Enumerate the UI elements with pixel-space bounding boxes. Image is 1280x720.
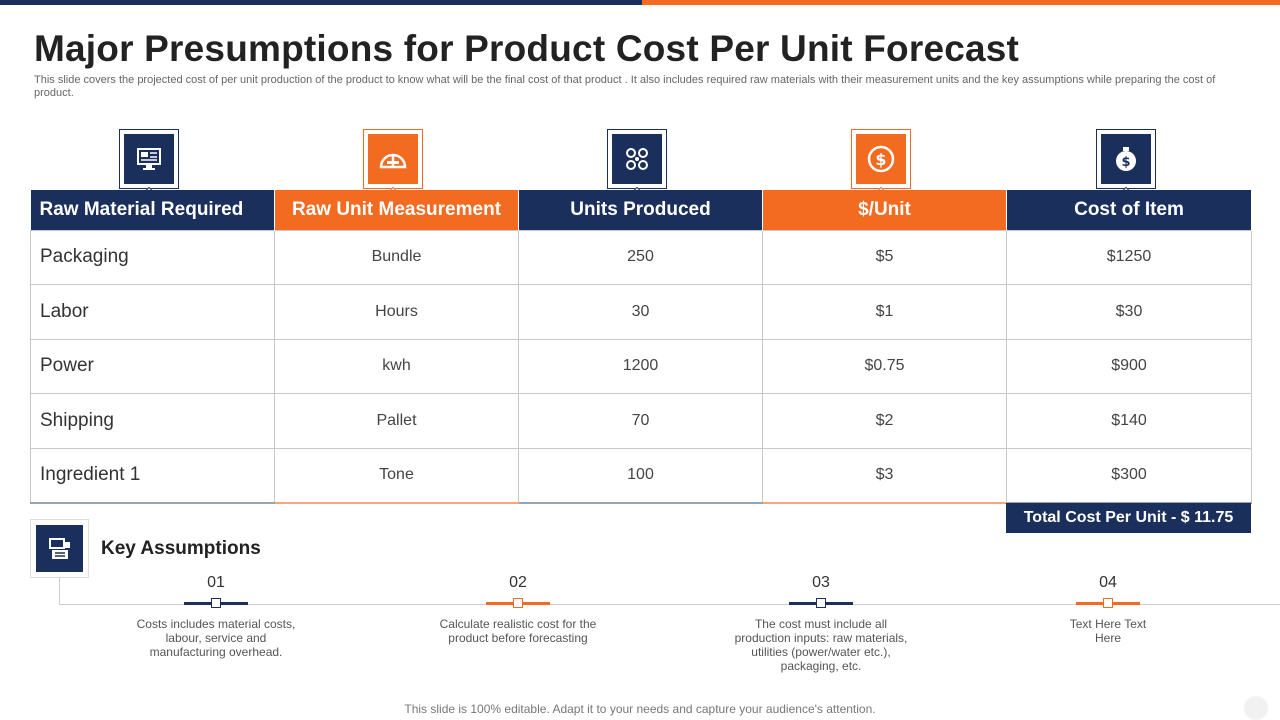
register-icon (48, 537, 70, 559)
cell-cost: $300 (1006, 447, 1252, 504)
cell-material: Shipping (30, 393, 275, 449)
assumption-step: 03 The cost must include all production … (711, 574, 931, 673)
network-icon-box (607, 129, 667, 196)
money-bag-icon: $ (1116, 147, 1136, 171)
step-description: Costs includes material costs, labour, s… (136, 617, 296, 659)
total-cost-label: Total Cost Per Unit - $ 11.75 (1006, 503, 1251, 533)
table-row: Shipping Pallet 70 $2 $140 (30, 393, 1252, 449)
table-header-row: Raw Material Required Raw Unit Measureme… (30, 190, 1252, 230)
step-marker (184, 598, 248, 608)
step-marker (1076, 598, 1140, 608)
cell-cost: $900 (1006, 338, 1252, 395)
footer-note: This slide is 100% editable. Adapt it to… (404, 702, 876, 716)
cell-price-per-unit: $0.75 (762, 338, 1007, 395)
cell-unit: Pallet (274, 393, 519, 449)
table-row: Packaging Bundle 250 $5 $1250 (30, 229, 1252, 286)
timeline-line (59, 604, 1280, 605)
header-cost-of-item: Cost of Item (1006, 190, 1252, 230)
step-marker (486, 598, 550, 608)
cell-price-per-unit: $2 (762, 393, 1007, 449)
header-raw-material: Raw Material Required (30, 190, 275, 230)
header-dollar-per-unit: $/Unit (762, 190, 1007, 230)
table-row: Labor Hours 30 $1 $30 (30, 284, 1252, 340)
key-assumptions-title: Key Assumptions (101, 538, 261, 559)
cell-units-produced: 1200 (518, 338, 763, 395)
top-accent-orange (642, 0, 1280, 5)
step-marker (789, 598, 853, 608)
assumption-step: 04 Text Here Text Here (998, 574, 1218, 645)
network-nodes-icon (626, 148, 648, 170)
cell-material: Power (30, 338, 275, 395)
key-assumptions-icon-box (30, 519, 89, 578)
dollar-icon-box: $ (851, 129, 911, 196)
step-description: The cost must include all production inp… (734, 617, 908, 673)
cell-units-produced: 30 (518, 284, 763, 340)
assumption-step: 01 Costs includes material costs, labour… (106, 574, 326, 659)
corner-dot (1244, 696, 1268, 720)
svg-text:$: $ (875, 150, 886, 169)
step-number: 04 (1099, 574, 1117, 591)
monitor-icon (137, 148, 161, 170)
cell-unit: kwh (274, 338, 519, 395)
top-accent-bar (0, 0, 1280, 5)
dollar-coin-icon: $ (867, 145, 895, 173)
timeline-connector (59, 578, 60, 604)
gauge-icon-box (363, 129, 423, 196)
step-number: 01 (207, 574, 225, 591)
table-row: Power kwh 1200 $0.75 $900 (30, 338, 1252, 395)
cell-units-produced: 250 (518, 229, 763, 286)
money-bag-icon-box: $ (1096, 129, 1156, 196)
cell-unit: Bundle (274, 229, 519, 286)
page-title: Major Presumptions for Product Cost Per … (34, 28, 1020, 69)
header-units-produced: Units Produced (518, 190, 763, 230)
monitor-icon-box (119, 129, 179, 196)
cell-units-produced: 70 (518, 393, 763, 449)
cell-units-produced: 100 (518, 447, 763, 504)
assumption-step: 02 Calculate realistic cost for the prod… (408, 574, 628, 645)
step-number: 03 (812, 574, 830, 591)
cell-cost: $140 (1006, 393, 1252, 449)
step-description: Calculate realistic cost for the product… (439, 617, 597, 645)
cell-material: Packaging (30, 229, 275, 286)
cell-price-per-unit: $1 (762, 284, 1007, 340)
cell-cost: $1250 (1006, 229, 1252, 286)
cost-table: Raw Material Required Raw Unit Measureme… (30, 190, 1252, 504)
page-subtitle: This slide covers the projected cost of … (34, 74, 1216, 99)
svg-text:$: $ (1121, 155, 1130, 170)
cell-material: Ingredient 1 (30, 447, 275, 504)
table-row: Ingredient 1 Tone 100 $3 $300 (30, 447, 1252, 504)
cell-price-per-unit: $3 (762, 447, 1007, 504)
cell-cost: $30 (1006, 284, 1252, 340)
gauge-icon (379, 153, 407, 169)
top-accent-navy (0, 0, 642, 5)
header-raw-unit-measurement: Raw Unit Measurement (274, 190, 519, 230)
cell-unit: Hours (274, 284, 519, 340)
step-description: Text Here Text Here (1069, 617, 1147, 645)
cell-material: Labor (30, 284, 275, 340)
cell-unit: Tone (274, 447, 519, 504)
cell-price-per-unit: $5 (762, 229, 1007, 286)
step-number: 02 (509, 574, 527, 591)
